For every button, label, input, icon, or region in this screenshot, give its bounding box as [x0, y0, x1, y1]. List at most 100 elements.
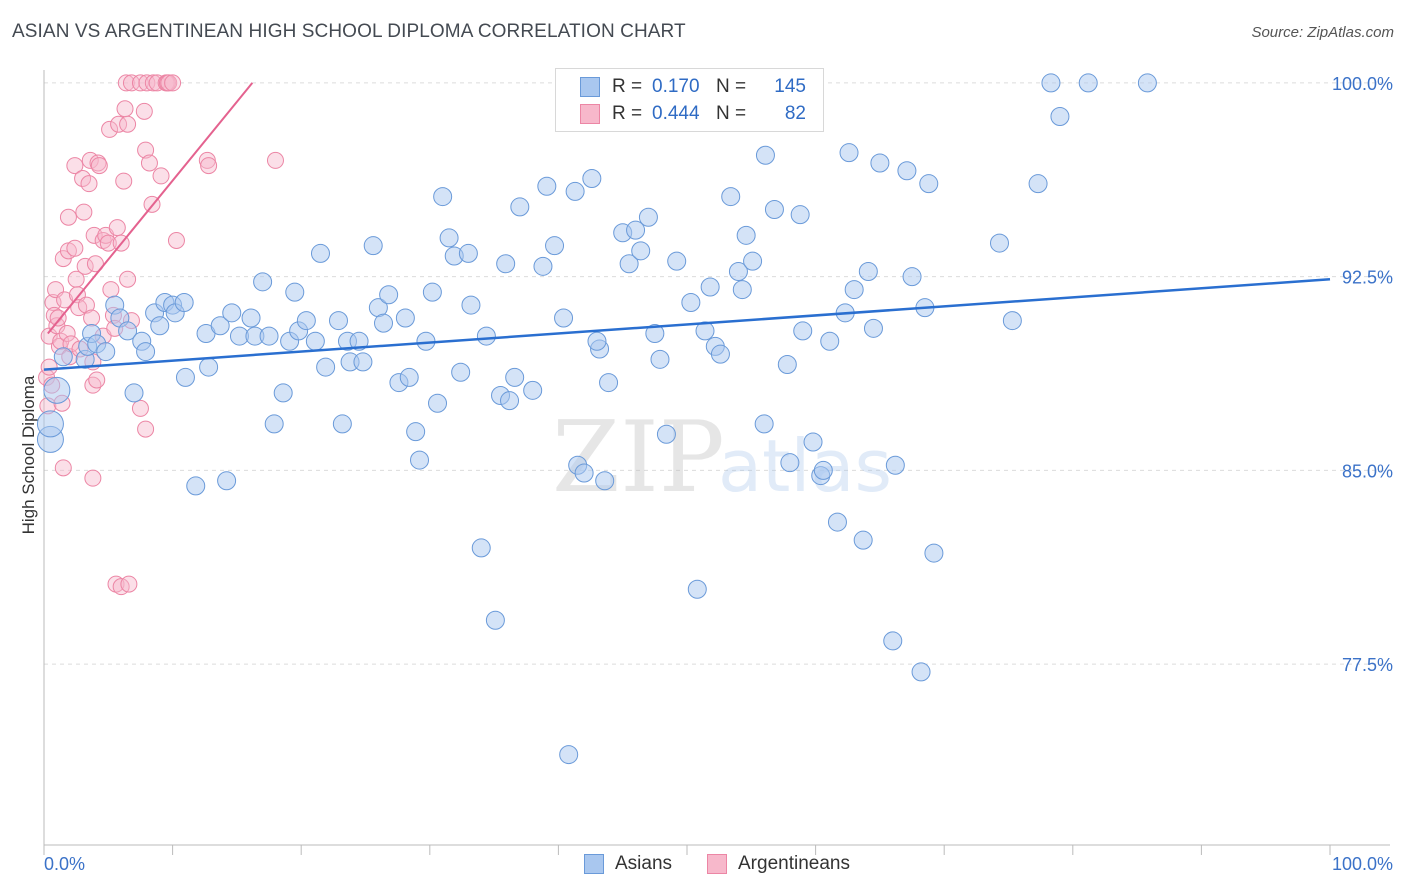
asian-point-1: [36, 410, 64, 438]
argentinean-point-51: [108, 219, 126, 237]
asian-point-111: [777, 355, 797, 374]
argentinean-point-38: [86, 255, 104, 273]
argentinean-point-15: [56, 291, 74, 309]
argentineans-legend-label: Argentineans: [738, 853, 850, 874]
gridlines: [44, 82, 1390, 665]
asian-point-126: [870, 153, 890, 173]
asian-point-61: [439, 228, 459, 248]
asians-r-value: 0.170: [652, 76, 700, 97]
asian-point-93: [645, 324, 665, 343]
y-tick-label-3: 100.0%: [1332, 74, 1393, 94]
asian-point-58: [422, 282, 442, 302]
asian-point-36: [285, 282, 305, 302]
argentinean-point-66: [137, 420, 155, 438]
argentinean-point-28: [75, 203, 93, 221]
y-tick-label-0: 77.5%: [1342, 655, 1393, 675]
argentinean-point-56: [116, 100, 134, 118]
argentinean-point-77: [164, 74, 182, 92]
argentinean-point-57: [117, 74, 135, 92]
argentinean-point-9: [49, 309, 67, 327]
argentinean-point-43: [94, 232, 112, 249]
asian-point-86: [599, 373, 619, 393]
asian-point-128: [885, 455, 905, 475]
asian-point-110: [764, 200, 784, 219]
argentineans-points: [38, 74, 284, 596]
asian-point-94: [650, 349, 670, 369]
argentinean-point-52: [110, 115, 128, 133]
asian-point-22: [186, 476, 206, 496]
asian-point-41: [316, 357, 336, 377]
argentinean-point-59: [119, 270, 137, 288]
asian-point-104: [728, 262, 748, 281]
asian-point-8: [96, 342, 116, 362]
bottom-legend-argentineans[interactable]: Argentineans: [707, 851, 850, 877]
asian-point-34: [273, 383, 293, 403]
asian-point-118: [820, 331, 840, 351]
asian-point-42: [328, 311, 348, 331]
asian-point-31: [253, 272, 273, 292]
asian-point-77: [545, 236, 565, 256]
argentinean-point-60: [120, 575, 138, 593]
asian-point-112: [780, 453, 800, 473]
argentinean-point-33: [83, 309, 101, 327]
legend-row-asians: R = 0.170 N = 145: [580, 74, 806, 100]
asian-point-72: [505, 367, 525, 387]
asian-point-11: [118, 321, 138, 341]
argentinean-point-78: [167, 232, 185, 249]
asian-point-27: [222, 303, 242, 323]
asian-point-80: [565, 181, 585, 201]
asian-point-32: [259, 326, 279, 346]
asian-point-70: [496, 254, 516, 274]
x-tick-label-0: 0.0%: [44, 854, 85, 874]
y-tick-label-2: 92.5%: [1342, 268, 1393, 288]
asian-point-139: [1050, 107, 1070, 126]
asian-point-105: [732, 280, 752, 300]
asian-point-60: [433, 187, 453, 207]
argentinean-point-39: [88, 371, 106, 389]
bottom-legend-asians[interactable]: Asians: [584, 851, 672, 877]
asian-point-123: [853, 530, 873, 550]
asian-point-50: [374, 313, 394, 333]
argentineans-legend-swatch: [707, 854, 727, 874]
argentinean-point-73: [152, 167, 170, 185]
asian-point-133: [919, 174, 939, 194]
asian-point-87: [587, 331, 607, 351]
asian-point-24: [199, 357, 219, 377]
argentinean-point-69: [140, 154, 158, 172]
asian-point-47: [353, 352, 373, 372]
argentinean-point-30: [77, 296, 95, 314]
watermark: ZIP atlas: [552, 401, 892, 515]
argentinean-point-29: [76, 257, 94, 275]
asian-point-39: [305, 331, 325, 351]
trend-lines: [43, 82, 1331, 371]
argentinean-point-64: [131, 399, 149, 417]
asian-point-14: [136, 342, 156, 362]
asian-point-79: [559, 745, 579, 765]
argentinean-point-36: [84, 469, 102, 487]
asian-point-16: [150, 316, 170, 336]
asian-point-109: [755, 145, 775, 165]
asian-point-43: [332, 414, 352, 434]
argentinean-point-76: [160, 74, 178, 92]
argentinean-point-68: [138, 74, 156, 92]
y-axis-label: High School Diploma: [19, 375, 38, 534]
asian-point-55: [406, 422, 426, 442]
asian-point-119: [827, 512, 847, 532]
asian-point-137: [1028, 174, 1048, 194]
asian-point-98: [687, 579, 707, 599]
asian-point-91: [631, 241, 651, 261]
asian-point-65: [461, 295, 481, 315]
asian-point-122: [844, 280, 864, 300]
asians-swatch: [580, 77, 600, 97]
asian-point-56: [410, 450, 430, 470]
asian-point-90: [626, 220, 646, 240]
asian-point-95: [656, 424, 676, 444]
asian-point-21: [175, 367, 195, 387]
stats-legend: R = 0.170 N = 145 R = 0.444 N = 82: [555, 68, 824, 132]
asian-point-64: [458, 243, 478, 263]
asian-point-97: [681, 293, 701, 312]
asian-point-48: [363, 236, 383, 256]
argentinean-point-72: [148, 74, 166, 92]
y-tick-label-1: 85.0%: [1342, 461, 1393, 481]
